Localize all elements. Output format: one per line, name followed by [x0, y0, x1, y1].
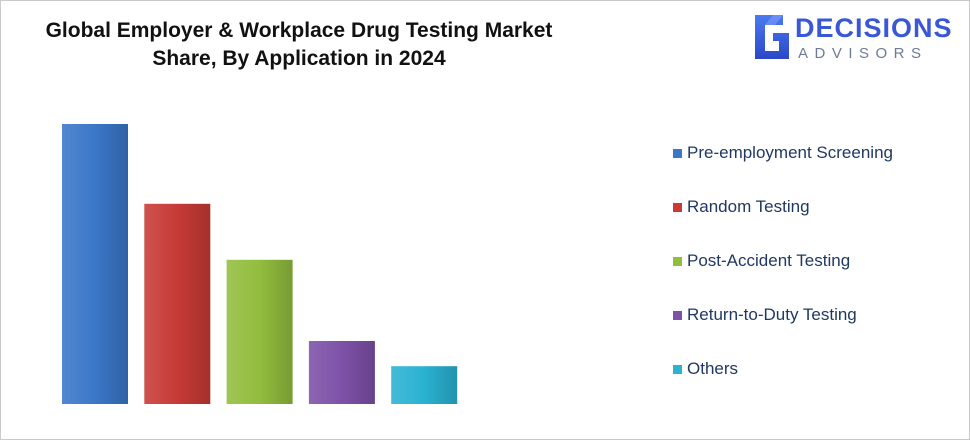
- logo-wordmark-decisions: DECISIONS: [795, 13, 953, 43]
- legend-swatch: [673, 203, 682, 212]
- bar-others: [391, 366, 458, 404]
- legend-swatch: [673, 311, 682, 320]
- chart-title: Global Employer & Workplace Drug Testing…: [19, 17, 579, 73]
- bar-chart: [62, 124, 458, 404]
- bar-random-testing: [144, 203, 211, 404]
- company-logo: DECISIONS ADVISORS: [749, 11, 961, 67]
- chart-title-line-2: Share, By Application in 2024: [152, 47, 446, 70]
- legend-swatch: [673, 257, 682, 266]
- chart-title-line-1: Global Employer & Workplace Drug Testing…: [45, 19, 553, 42]
- bar-pre-employment-screening: [62, 124, 128, 404]
- legend-swatch: [673, 365, 682, 374]
- bar-post-accident-testing: [226, 259, 293, 404]
- legend-label: Pre-employment Screening: [687, 143, 893, 162]
- legend-label: Others: [687, 359, 739, 378]
- legend-label: Random Testing: [687, 197, 810, 216]
- legend-label: Return-to-Duty Testing: [687, 305, 857, 324]
- bar-return-to-duty-testing: [308, 341, 375, 404]
- legend-label: Post-Accident Testing: [687, 251, 851, 270]
- legend-swatch: [673, 149, 682, 158]
- logo-wordmark-advisors: ADVISORS: [798, 45, 928, 62]
- decisions-advisors-logo-icon: [755, 15, 789, 59]
